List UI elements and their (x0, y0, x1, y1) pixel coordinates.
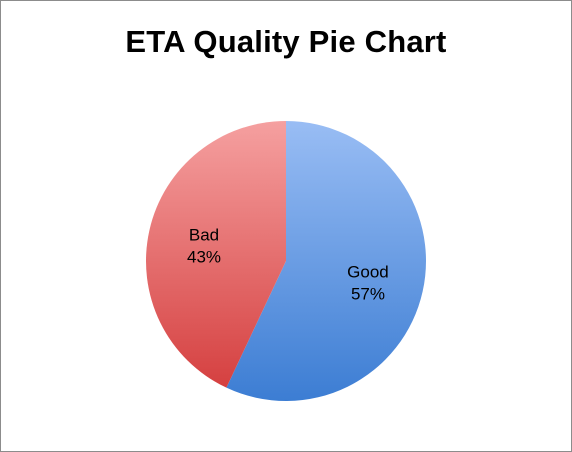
chart-title: ETA Quality Pie Chart (125, 24, 447, 59)
slice-value-good: 57% (351, 284, 385, 303)
pie-slice-bad (145, 121, 286, 388)
slice-label-good: Good (347, 262, 389, 281)
pie-slice-good (226, 121, 426, 401)
slice-value-bad: 43% (187, 248, 221, 267)
slice-label-bad: Bad (189, 226, 219, 245)
